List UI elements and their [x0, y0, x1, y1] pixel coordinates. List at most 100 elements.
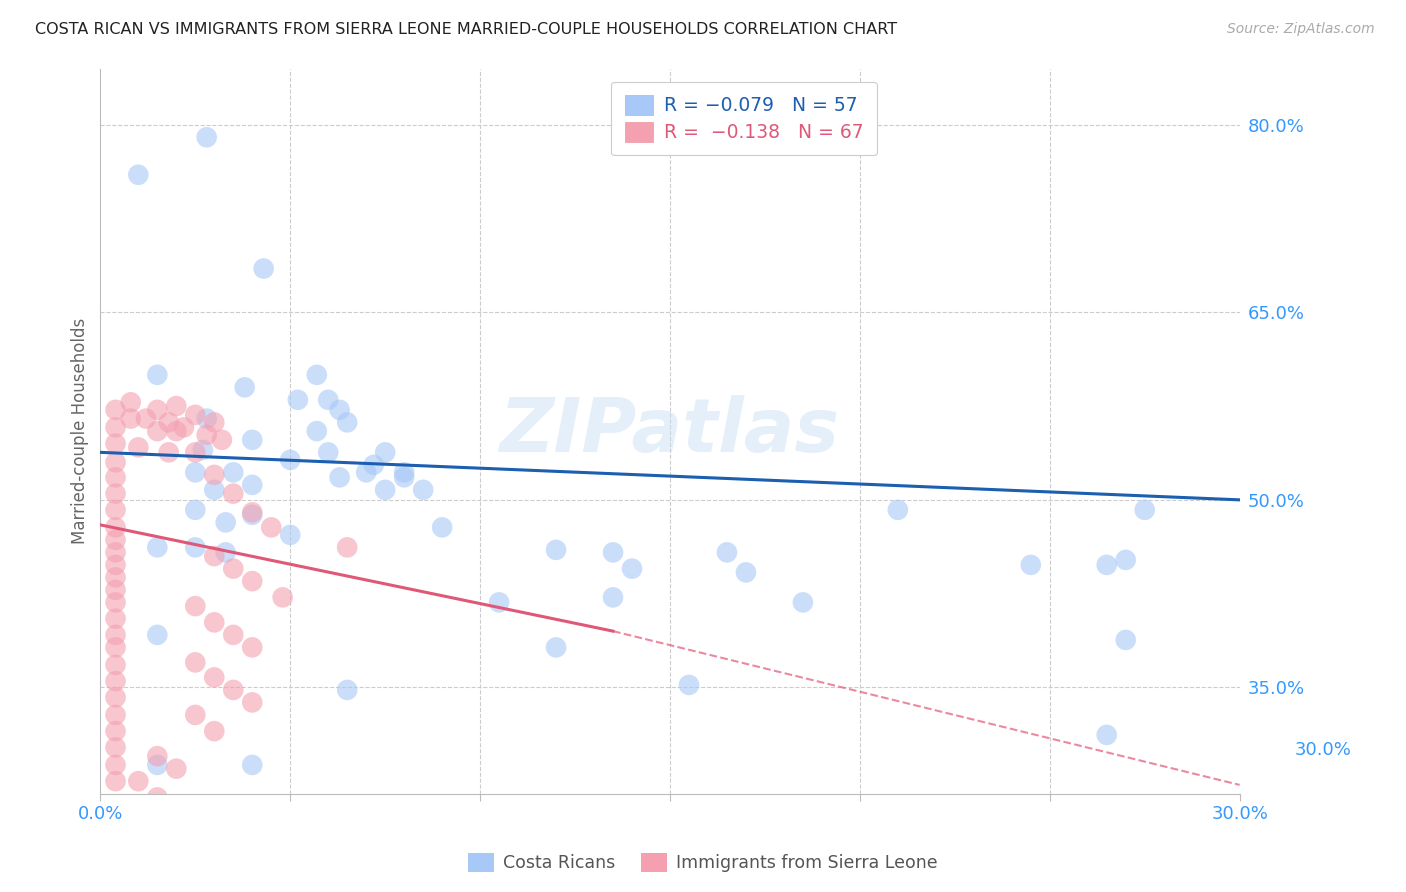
Point — [240, 508, 263, 522]
Point — [104, 503, 127, 517]
Point — [374, 445, 396, 459]
Point — [374, 483, 396, 497]
Point — [1115, 632, 1137, 647]
Point — [104, 558, 127, 572]
Point — [316, 392, 339, 407]
Point — [184, 503, 207, 517]
Point — [792, 595, 814, 609]
Point — [104, 533, 127, 547]
Point — [336, 415, 359, 429]
Point — [191, 442, 214, 457]
Point — [1133, 503, 1156, 517]
Point — [222, 561, 245, 575]
Point — [146, 790, 169, 805]
Point — [104, 486, 127, 500]
Point — [104, 690, 127, 705]
Point — [104, 520, 127, 534]
Point — [104, 774, 127, 789]
Point — [260, 520, 283, 534]
Point — [120, 411, 142, 425]
Point — [104, 628, 127, 642]
Point — [329, 470, 352, 484]
Point — [716, 545, 738, 559]
Point — [253, 261, 276, 276]
Point — [202, 670, 225, 684]
Y-axis label: Married-couple Households: Married-couple Households — [72, 318, 89, 544]
Point — [316, 445, 339, 459]
Point — [202, 415, 225, 429]
Point — [104, 657, 127, 672]
Point — [184, 408, 207, 422]
Text: 30.0%: 30.0% — [1295, 741, 1351, 759]
Point — [146, 402, 169, 417]
Point — [271, 591, 294, 605]
Point — [202, 549, 225, 563]
Point — [544, 640, 567, 655]
Point — [544, 542, 567, 557]
Point — [1115, 553, 1137, 567]
Point — [127, 441, 149, 455]
Point — [184, 599, 207, 614]
Point — [329, 402, 352, 417]
Point — [412, 483, 434, 497]
Point — [211, 433, 233, 447]
Point — [104, 436, 127, 450]
Point — [240, 433, 263, 447]
Point — [184, 707, 207, 722]
Point — [165, 399, 187, 413]
Point — [621, 561, 644, 575]
Point — [104, 545, 127, 559]
Point — [488, 595, 510, 609]
Point — [120, 395, 142, 409]
Point — [104, 455, 127, 469]
Point — [195, 130, 218, 145]
Point — [184, 445, 207, 459]
Point — [305, 368, 328, 382]
Point — [195, 427, 218, 442]
Point — [157, 415, 180, 429]
Point — [363, 458, 385, 472]
Point — [240, 758, 263, 772]
Point — [104, 582, 127, 597]
Point — [602, 591, 624, 605]
Point — [392, 470, 415, 484]
Point — [202, 483, 225, 497]
Point — [392, 466, 415, 480]
Point — [127, 168, 149, 182]
Point — [887, 503, 910, 517]
Point — [354, 466, 377, 480]
Point — [233, 380, 256, 394]
Point — [104, 758, 127, 772]
Point — [602, 545, 624, 559]
Point — [104, 640, 127, 655]
Point — [173, 420, 195, 434]
Point — [278, 528, 301, 542]
Point — [108, 808, 131, 822]
Point — [184, 541, 207, 555]
Point — [215, 516, 238, 530]
Point — [240, 478, 263, 492]
Point — [240, 640, 263, 655]
Legend: Costa Ricans, Immigrants from Sierra Leone: Costa Ricans, Immigrants from Sierra Leo… — [461, 846, 945, 879]
Point — [146, 541, 169, 555]
Point — [336, 541, 359, 555]
Point — [287, 392, 309, 407]
Point — [104, 707, 127, 722]
Point — [222, 466, 245, 480]
Point — [146, 424, 169, 438]
Point — [146, 368, 169, 382]
Point — [305, 424, 328, 438]
Point — [215, 545, 238, 559]
Text: Source: ZipAtlas.com: Source: ZipAtlas.com — [1227, 22, 1375, 37]
Point — [165, 424, 187, 438]
Legend: R = −0.079   N = 57, R =  −0.138   N = 67: R = −0.079 N = 57, R = −0.138 N = 67 — [612, 81, 877, 155]
Point — [336, 682, 359, 697]
Text: ZIPatlas: ZIPatlas — [501, 394, 839, 467]
Point — [240, 846, 263, 860]
Point — [135, 411, 157, 425]
Point — [202, 724, 225, 739]
Point — [104, 570, 127, 584]
Point — [108, 846, 131, 860]
Point — [430, 520, 453, 534]
Point — [222, 486, 245, 500]
